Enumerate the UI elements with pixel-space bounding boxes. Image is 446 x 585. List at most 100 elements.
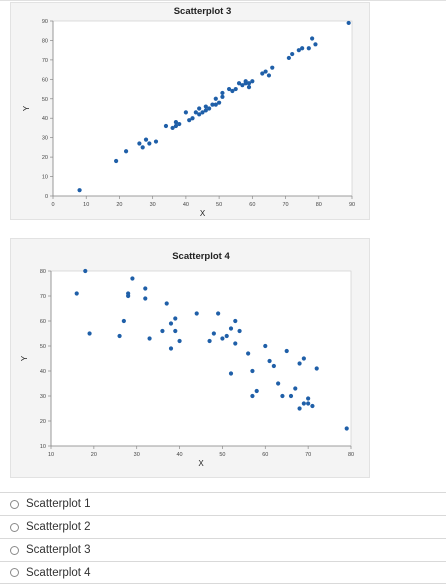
- scatterplot-3-data-point: [170, 125, 175, 131]
- scatterplot-3-y-tick-label: 80: [42, 38, 48, 44]
- answer-options: Scatterplot 1 Scatterplot 2 Scatterplot …: [0, 492, 446, 584]
- scatterplot-4-data-point: [143, 296, 148, 301]
- scatterplot-3-data-point: [213, 102, 218, 107]
- option-label: Scatterplot 2: [26, 521, 91, 533]
- scatterplot-3-data-point: [233, 86, 238, 92]
- scatterplot-4-data-point: [126, 293, 131, 299]
- option-scatterplot-2[interactable]: Scatterplot 2: [0, 515, 446, 538]
- radio-button-icon[interactable]: [10, 568, 19, 577]
- scatterplot-4-x-tick-label: 10: [48, 452, 54, 458]
- scatterplot-4-x-tick-label: 20: [91, 452, 97, 458]
- scatterplot-3-x-tick-label: 90: [349, 202, 355, 208]
- scatterplot-4-x-tick-label: 40: [177, 452, 183, 458]
- scatterplot-3-data-point: [296, 48, 301, 53]
- radio-button-icon[interactable]: [10, 545, 19, 555]
- scatterplot-3-data-point: [346, 20, 351, 26]
- scatterplot-3-data-point: [137, 141, 142, 146]
- scatterplot-4-data-point: [164, 301, 169, 306]
- scatterplot-3-data-point: [183, 110, 188, 115]
- scatterplot-3-data-point: [197, 106, 202, 111]
- scatterplot-3-data-point: [250, 79, 255, 84]
- scatterplot-4-data-point: [194, 311, 199, 316]
- scatterplot-3-data-point: [220, 90, 225, 96]
- scatterplot-4-data-point: [228, 326, 234, 331]
- scatterplot-3-chart: Scatterplot 3 0 10 20 30 40 50 60 70 80 90 0 10 20 30 4…: [22, 6, 355, 218]
- scatterplot-4-y-axis-label: Y: [20, 355, 29, 361]
- scatterplot-4-data-point: [168, 346, 174, 351]
- scatterplot-4-data-point: [250, 368, 255, 374]
- scatterplot-3-data-point: [153, 139, 159, 144]
- scatterplot-3-x-tick-label: 70: [282, 202, 288, 208]
- top-divider: [0, 0, 446, 1]
- scatterplot-4-data-point: [263, 343, 268, 349]
- scatterplot-4-data-point: [310, 403, 315, 409]
- scatterplot-3-data-point: [147, 141, 152, 146]
- scatterplot-4-data-point: [271, 363, 276, 369]
- scatterplot-3-y-tick-label: 60: [42, 77, 48, 83]
- scatterplot-3-x-tick-label: 30: [150, 202, 156, 208]
- scatterplot-4-data-point: [288, 393, 294, 399]
- scatterplot-4-x-axis-label: X: [198, 459, 204, 468]
- scatterplot-3-x-tick-label: 50: [216, 202, 222, 208]
- scatterplot-4-data-point: [314, 366, 319, 371]
- scatterplot-4-data-point: [233, 341, 238, 346]
- option-scatterplot-4[interactable]: Scatterplot 4: [0, 561, 446, 584]
- scatterplot-3-x-axis-label: X: [200, 209, 206, 218]
- scatterplot-4-x-tick-label: 60: [262, 452, 268, 458]
- scatterplot-4-data-point: [246, 351, 251, 356]
- scatterplot-4-y-tick-label: 50: [40, 344, 46, 350]
- scatterplot-3-x-tick-label: 10: [83, 202, 89, 208]
- scatterplot-4-data-point: [177, 338, 182, 344]
- scatterplot-3-title: Scatterplot 3: [174, 6, 232, 17]
- scatterplot-3-data-point: [114, 158, 119, 164]
- radio-button-icon[interactable]: [10, 522, 19, 532]
- scatterplot-4-data-point: [306, 396, 311, 401]
- scatterplot-3-data-point: [270, 65, 275, 70]
- scatterplot-4-data-point: [143, 286, 148, 291]
- scatterplot-4-data-point: [254, 388, 259, 394]
- option-label: Scatterplot 1: [26, 498, 91, 510]
- scatterplot-4-data-point: [147, 336, 152, 341]
- scatterplot-4-x-tick-label: 50: [219, 452, 225, 458]
- scatterplot-3-data-point: [313, 42, 318, 47]
- scatterplot-3-y-axis-label: Y: [22, 105, 31, 111]
- scatterplot-3-data-point: [173, 120, 179, 125]
- scatterplot-3-y-tick-label: 50: [42, 97, 48, 103]
- scatterplot-4-data-point: [121, 318, 126, 324]
- scatterplot-4-y-tick-label: 30: [40, 394, 46, 400]
- scatterplot-4-data-point: [301, 356, 306, 361]
- scatterplot-4-data-point: [228, 371, 234, 376]
- scatterplot-3-data-point: [213, 96, 218, 101]
- scatterplot-3-x-tick-label: 0: [51, 202, 54, 208]
- scatterplot-3-data-point: [143, 137, 149, 142]
- scatterplot-4-y-tick-label: 60: [40, 319, 46, 325]
- scatterplot-4-data-point: [117, 333, 122, 339]
- option-scatterplot-1[interactable]: Scatterplot 1: [0, 492, 446, 515]
- scatterplot-4-data-point: [297, 361, 302, 366]
- scatterplot-4-data-point: [216, 311, 221, 316]
- scatterplot-3-data-point: [210, 102, 215, 107]
- scatterplot-3-panel: Scatterplot 3 0 10 20 30 40 50 60 70 80 90 0 10 20 30 4…: [10, 2, 370, 220]
- scatterplot-3-y-tick-label: 40: [42, 116, 48, 122]
- scatterplot-4-data-point: [280, 393, 285, 399]
- scatterplot-3-data-point: [306, 46, 311, 51]
- scatterplot-4-x-tick-label: 70: [305, 452, 311, 458]
- scatterplot-3-data-point: [207, 106, 212, 111]
- scatterplot-3-data-point: [190, 116, 195, 121]
- scatterplot-3-x-tick-label: 20: [116, 202, 122, 208]
- scatterplot-3-y-tick-label: 70: [42, 58, 48, 64]
- scatterplot-3-data-point: [266, 73, 272, 78]
- option-scatterplot-3[interactable]: Scatterplot 3: [0, 538, 446, 561]
- scatterplot-3-data-point: [246, 85, 252, 90]
- option-label: Scatterplot 4: [26, 566, 91, 579]
- scatterplot-3-data-point: [200, 110, 205, 115]
- scatterplot-4-x-tick-label: 30: [134, 452, 140, 458]
- scatterplot-4-data-point: [168, 321, 174, 326]
- scatterplot-3-data-point: [286, 55, 291, 61]
- scatterplot-4-data-point: [160, 328, 165, 334]
- scatterplot-4-y-tick-label: 10: [40, 444, 46, 450]
- scatterplot-4-panel: Scatterplot 4 10 20 30 40 50 60 70 80 10 20 30 40 50 6…: [10, 238, 370, 478]
- scatterplot-3-data-point: [140, 145, 145, 150]
- scatterplot-3-data-point: [236, 81, 242, 86]
- radio-button-icon[interactable]: [10, 499, 19, 509]
